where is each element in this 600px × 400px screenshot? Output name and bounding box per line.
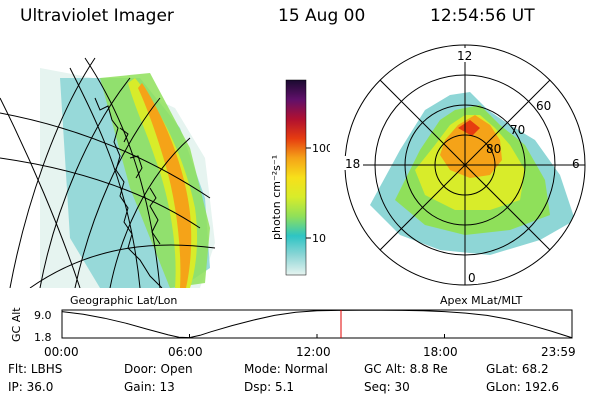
lat-label-70: 70	[510, 123, 525, 137]
altitude-ytick-9: 9.0	[34, 309, 52, 322]
status-seq: Seq: 30	[364, 380, 410, 394]
mlt-label-12: 12	[457, 49, 472, 63]
status-dsp: Dsp: 5.1	[244, 380, 294, 394]
polar-grid	[344, 44, 586, 286]
status-value: Open	[160, 362, 193, 376]
status-value: Normal	[284, 362, 328, 376]
mlt-label-6: 6	[572, 157, 580, 171]
altitude-curve	[61, 309, 572, 339]
mlt-18-bg	[343, 156, 363, 170]
status-value: 68.2	[521, 362, 549, 376]
lat-label-60: 60	[536, 99, 551, 113]
emission-orange	[138, 83, 192, 288]
status-door: Door: Open	[124, 362, 193, 376]
altitude-xtick-marks	[61, 334, 573, 338]
status-value: 5.1	[274, 380, 295, 394]
status-ip: IP: 36.0	[8, 380, 53, 394]
polar-meridian-diag2	[379, 79, 551, 251]
altitude-ylabel: GC Alt	[10, 307, 23, 342]
status-label: GC Alt:	[364, 362, 406, 376]
time-label: 12:54:56 UT	[430, 6, 535, 26]
graticule	[0, 57, 216, 288]
status-mode: Mode: Normal	[244, 362, 328, 376]
polar-emission-red	[458, 120, 480, 136]
altitude-xtick-label-4: 23:59	[541, 345, 576, 359]
status-label: Door:	[124, 362, 157, 376]
mlt-0-bg	[466, 270, 478, 284]
coastline	[94, 97, 163, 288]
geo-map-caption: Geographic Lat/Lon	[70, 294, 178, 307]
colorbar-unit: photon cm⁻²s⁻¹	[270, 155, 283, 240]
colorbar: 100 10 photon cm⁻²s⁻¹	[270, 79, 330, 276]
colorbar-label-100: 100	[312, 142, 330, 155]
status-value: 8.8 Re	[409, 362, 448, 376]
status-glat: GLat: 68.2	[486, 362, 549, 376]
altitude-xtick-label-1: 06:00	[168, 345, 203, 359]
status-label: Flt:	[8, 362, 27, 376]
date-label: 15 Aug 00	[278, 6, 366, 26]
status-label: IP:	[8, 380, 23, 394]
status-label: GLon:	[486, 380, 521, 394]
status-value: 36.0	[26, 380, 54, 394]
status-label: Mode:	[244, 362, 281, 376]
instrument-title: Ultraviolet Imager	[20, 6, 174, 26]
status-label: Seq:	[364, 380, 391, 394]
polar-map: 12 18 6 0 60 70 80	[343, 44, 586, 286]
polar-map-caption: Apex MLat/MLT	[440, 294, 523, 307]
polar-emission-orange	[440, 115, 502, 178]
status-value: 30	[394, 380, 410, 394]
mlt-label-0: 0	[468, 271, 476, 285]
altitude-xtick-label-3: 18:00	[423, 345, 458, 359]
lat-label-80: 80	[486, 142, 501, 156]
altitude-ytick-1-8: 1.8	[34, 331, 52, 344]
altitude-plot: GC Alt 9.0 1.8 00:00 06:00 12:00 18:00 2…	[10, 307, 576, 359]
altitude-plot-frame	[61, 309, 573, 339]
status-value: LBHS	[30, 362, 63, 376]
colorbar-strip	[285, 79, 307, 276]
status-value: 192.6	[524, 380, 559, 394]
status-gain: Gain: 13	[124, 380, 175, 394]
status-label: GLat:	[486, 362, 519, 376]
status-glon: GLon: 192.6	[486, 380, 559, 394]
status-label: Dsp:	[244, 380, 272, 394]
colorbar-label-10: 10	[312, 232, 326, 245]
mlt-12-bg	[453, 48, 475, 62]
status-value: 13	[159, 380, 175, 394]
altitude-xtick-label-2: 12:00	[296, 345, 331, 359]
status-flt: Flt: LBHS	[8, 362, 62, 376]
geographic-map	[0, 57, 216, 288]
mlt-label-18: 18	[345, 157, 360, 171]
status-label: Gain:	[124, 380, 156, 394]
status-gcalt: GC Alt: 8.8 Re	[364, 362, 448, 376]
altitude-xtick-label-0: 00:00	[44, 345, 79, 359]
